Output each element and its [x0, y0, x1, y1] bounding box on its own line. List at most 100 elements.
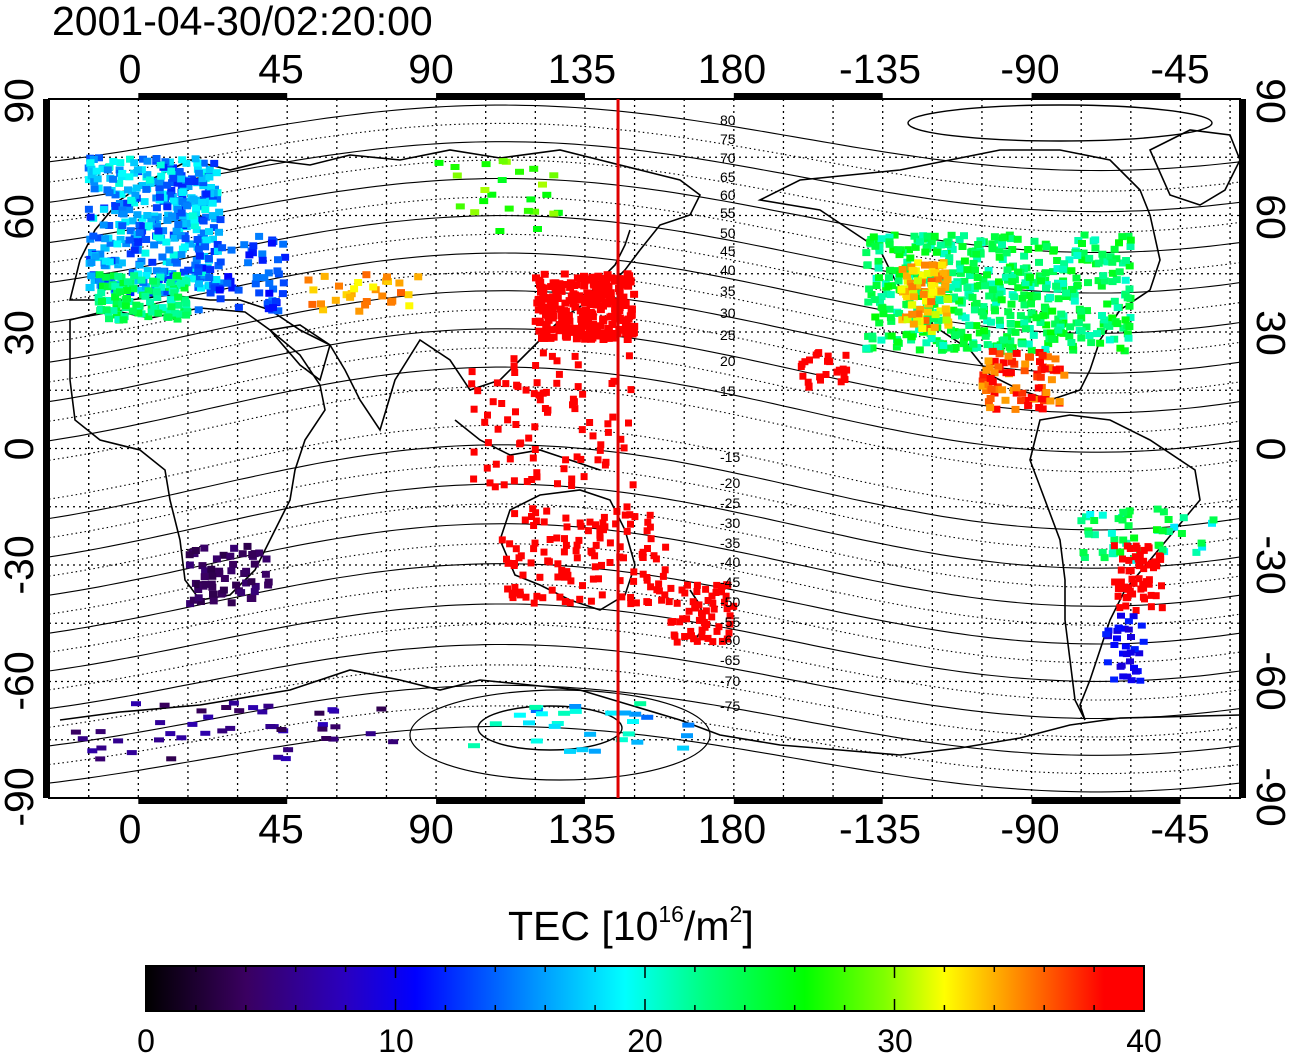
tec-dot [152, 204, 161, 212]
tec-dot [1125, 567, 1133, 575]
tec-dot [909, 293, 918, 301]
tec-dot [255, 289, 264, 297]
tec-dot [1018, 295, 1027, 302]
tec-dot [539, 349, 547, 357]
contour-value-label: 75 [720, 131, 736, 147]
tec-dot [173, 179, 182, 187]
frame-bar-segment [1240, 565, 1246, 798]
tec-dot [997, 296, 1006, 304]
tec-dot [188, 212, 197, 220]
tec-dot [105, 222, 114, 229]
tec-dot [155, 720, 166, 726]
tec-dot [155, 184, 164, 192]
tec-dot [109, 307, 118, 315]
tec-dot [143, 212, 152, 219]
tec-dot [927, 328, 936, 335]
tec-dot [606, 289, 615, 297]
tec-dot [1013, 235, 1022, 243]
tec-dot [317, 722, 328, 728]
tec-dot [596, 306, 605, 314]
tec-dot [1108, 269, 1117, 277]
tec-dot [903, 316, 912, 324]
magnetic-contour [49, 725, 1240, 793]
tec-dot [1117, 566, 1125, 574]
tec-dot [215, 567, 224, 575]
tec-dot [267, 239, 276, 247]
tec-dot [1079, 249, 1088, 257]
tec-dot [1041, 269, 1050, 277]
tec-dot [822, 371, 830, 378]
lon-bottom-label: -45 [1150, 806, 1209, 852]
tec-dot [1026, 292, 1035, 299]
tec-dot [561, 598, 569, 605]
tec-dot [1157, 555, 1165, 563]
tec-dot [118, 206, 127, 214]
tec-dot [152, 155, 161, 162]
tec-dot [269, 304, 277, 312]
tec-dot [212, 169, 221, 177]
tec-dot [172, 227, 181, 235]
lon-bottom-label: 45 [258, 806, 304, 852]
south-magnetic-oval [409, 689, 711, 781]
tec-dot [990, 389, 999, 397]
tec-dot [528, 513, 535, 520]
tec-dot [683, 615, 691, 623]
tec-dot [95, 154, 103, 162]
tec-dot [562, 514, 570, 522]
lon-top-label: 135 [548, 46, 616, 92]
tec-dot [972, 322, 981, 330]
tec-dot [1020, 291, 1029, 299]
tec-dot [202, 213, 211, 221]
tec-dot [608, 321, 617, 328]
tec-dot [998, 386, 1007, 394]
tec-dot [174, 221, 183, 228]
tec-dot [918, 275, 926, 283]
tec-dot [274, 256, 282, 264]
tec-dot [1079, 549, 1088, 556]
tec-dot [210, 284, 219, 292]
lon-bottom-label: 135 [548, 806, 616, 852]
tec-dot [615, 287, 624, 295]
tec-dot [86, 159, 95, 167]
tec-dot [869, 233, 878, 241]
contour-value-label: -45 [720, 574, 740, 590]
tec-dot [918, 325, 927, 333]
tec-dot [546, 304, 555, 312]
tec-dot [895, 251, 904, 259]
tec-dot [354, 279, 363, 286]
tec-dot [542, 191, 552, 198]
frame-bar-segment [43, 99, 49, 332]
tec-dot [1011, 405, 1020, 413]
tec-dot [522, 386, 530, 394]
tec-dot [1006, 320, 1015, 327]
tec-dot [592, 541, 600, 549]
tec-dot [95, 729, 106, 735]
tec-dot [980, 327, 989, 335]
tec-dot [984, 357, 993, 365]
tec-dot [1077, 327, 1086, 335]
tec-dot [1021, 360, 1030, 368]
tec-dot [199, 179, 208, 187]
tec-dot [948, 269, 957, 277]
tec-dot [863, 261, 872, 269]
tec-dot [1008, 246, 1017, 253]
tec-dot [580, 277, 589, 285]
tec-dot [1034, 244, 1043, 252]
tec-dot [887, 317, 896, 325]
tec-dot [1119, 673, 1128, 680]
tec-dot [907, 333, 916, 341]
tec-dot [998, 241, 1006, 249]
tec-dot [1153, 526, 1161, 534]
tec-dot [118, 222, 127, 230]
tec-dot [173, 315, 182, 323]
contour-value-label: 40 [720, 262, 736, 278]
tec-dot [87, 748, 98, 754]
tec-dot [204, 255, 213, 262]
tec-dot [542, 388, 550, 396]
tec-dot [103, 166, 112, 174]
tec-dot [240, 241, 249, 249]
tec-dot [576, 595, 584, 603]
tec-dot [247, 578, 256, 586]
tec-dot [718, 637, 726, 645]
tec-dot [105, 315, 113, 323]
